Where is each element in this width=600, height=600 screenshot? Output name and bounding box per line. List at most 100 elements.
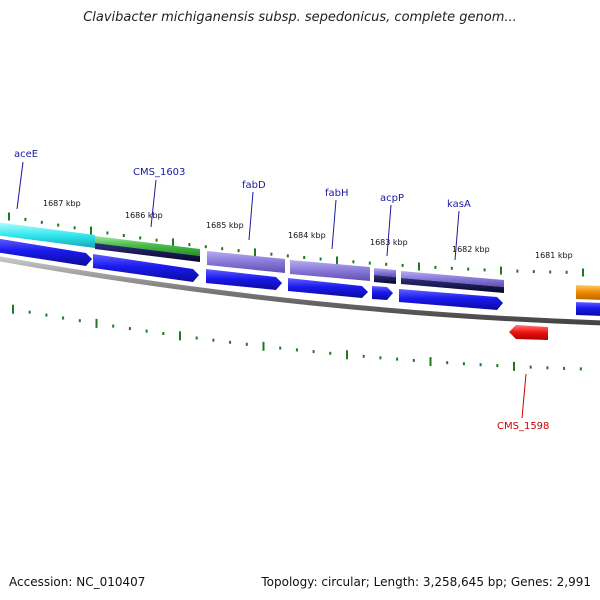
cds-aceE[interactable] xyxy=(0,238,92,266)
inner-tick xyxy=(563,366,566,370)
inner-tick xyxy=(496,364,499,368)
outer-tick xyxy=(73,226,76,230)
outer-tick xyxy=(155,238,158,242)
label-aceE[interactable]: aceE xyxy=(14,149,38,160)
inner-tick xyxy=(379,356,382,360)
outer-tick xyxy=(40,220,43,224)
outer-tick xyxy=(467,267,470,271)
gene-orange[interactable] xyxy=(576,285,600,300)
inner-tick xyxy=(95,318,98,328)
forward-cds-track xyxy=(0,238,600,316)
inner-tick xyxy=(429,357,432,367)
outer-tick xyxy=(254,248,256,257)
outer-tick xyxy=(500,266,502,275)
gene-aceE[interactable] xyxy=(0,222,95,248)
inner-tick xyxy=(112,324,115,328)
inner-tick xyxy=(245,342,248,346)
outer-tick xyxy=(319,257,322,261)
label-fabH[interactable]: fabH xyxy=(325,188,349,199)
label-fabD[interactable]: fabD xyxy=(242,180,266,191)
label-CMS_1598[interactable]: CMS_1598 xyxy=(497,421,549,432)
ruler-label-1684: 1684 kbp xyxy=(288,231,326,240)
label-CMS_1603[interactable]: CMS_1603 xyxy=(133,167,185,178)
outer-tick xyxy=(401,263,404,267)
cds-fabH[interactable] xyxy=(288,278,368,298)
gene-kasA[interactable] xyxy=(401,271,504,287)
inner-tick xyxy=(28,310,31,314)
leader-acpP xyxy=(386,204,392,257)
cds-acpP[interactable] xyxy=(372,286,393,300)
label-acpP[interactable]: acpP xyxy=(380,193,404,204)
ruler-label-1683: 1683 kbp xyxy=(370,238,408,247)
inner-tick xyxy=(446,361,449,365)
inner-tick xyxy=(312,350,315,354)
inner-tick xyxy=(362,354,365,358)
inner-tick xyxy=(62,316,65,320)
gene-kasA-band xyxy=(401,278,504,293)
outer-tick xyxy=(385,262,388,266)
inner-tick xyxy=(479,363,482,367)
ruler-label-1686: 1686 kbp xyxy=(125,211,163,220)
ruler-label-1687: 1687 kbp xyxy=(43,199,81,208)
outer-tick xyxy=(204,245,207,249)
inner-tick xyxy=(145,329,148,333)
map-title: Clavibacter michiganensis subsp. sepedon… xyxy=(83,10,517,25)
inner-tick xyxy=(128,327,131,331)
label-kasA[interactable]: kasA xyxy=(447,199,471,210)
outer-tick xyxy=(336,256,338,265)
cds-right[interactable] xyxy=(576,302,600,316)
genome-backbone xyxy=(0,256,600,326)
outer-tick xyxy=(139,236,142,240)
leader-aceE xyxy=(16,161,24,210)
outer-tick xyxy=(286,254,289,258)
ruler-label-1685: 1685 kbp xyxy=(206,221,244,230)
leader-CMS_1603 xyxy=(150,179,157,228)
inner-tick xyxy=(462,362,465,366)
outer-tick xyxy=(434,265,437,269)
inner-tick xyxy=(346,350,348,360)
inner-tick xyxy=(329,351,332,355)
inner-tick xyxy=(195,336,198,340)
gene-fabD[interactable] xyxy=(207,251,285,273)
outer-tick xyxy=(270,252,273,256)
inner-tick xyxy=(12,304,14,314)
inner-tick xyxy=(546,366,549,370)
outer-tick xyxy=(57,223,60,227)
cds-CMS_1603[interactable] xyxy=(93,254,199,282)
outer-tick xyxy=(565,270,568,274)
outer-tick xyxy=(352,260,355,264)
gene-acpP-band xyxy=(374,275,396,284)
inner-tick xyxy=(412,358,415,362)
outer-tick xyxy=(24,217,27,221)
outer-tick xyxy=(418,262,420,271)
cds-fabD[interactable] xyxy=(206,269,282,290)
leader-kasA xyxy=(454,210,460,261)
gene-CMS_1603[interactable] xyxy=(95,236,200,256)
inner-tick xyxy=(212,338,215,342)
outer-tick xyxy=(8,212,10,221)
gene-CMS_1598[interactable] xyxy=(509,325,548,340)
accession-text: Accession: NC_010407 xyxy=(9,575,146,589)
gene-CMS_1603-band xyxy=(95,243,200,262)
gene-fabH[interactable] xyxy=(290,260,370,281)
outer-tick xyxy=(90,226,92,235)
inner-tick xyxy=(179,331,181,341)
inner-tick xyxy=(396,357,399,361)
inner-tick xyxy=(295,348,298,352)
inner-tick xyxy=(45,313,48,317)
inner-tick-marks xyxy=(12,304,582,371)
gene-labels: aceE CMS_1603 fabD fabH acpP kasA CMS_15… xyxy=(14,149,549,432)
inner-tick xyxy=(279,346,282,350)
outer-tick xyxy=(582,268,584,277)
gene-acpP[interactable] xyxy=(374,268,396,277)
outer-tick xyxy=(106,231,109,235)
outer-tick xyxy=(303,256,306,259)
outer-tick xyxy=(516,269,519,273)
forward-gene-track xyxy=(0,222,600,300)
cds-kasA[interactable] xyxy=(399,289,503,310)
label-leaders xyxy=(16,161,527,419)
inner-tick xyxy=(229,340,232,344)
outer-tick xyxy=(172,238,174,247)
inner-tick xyxy=(78,319,81,323)
